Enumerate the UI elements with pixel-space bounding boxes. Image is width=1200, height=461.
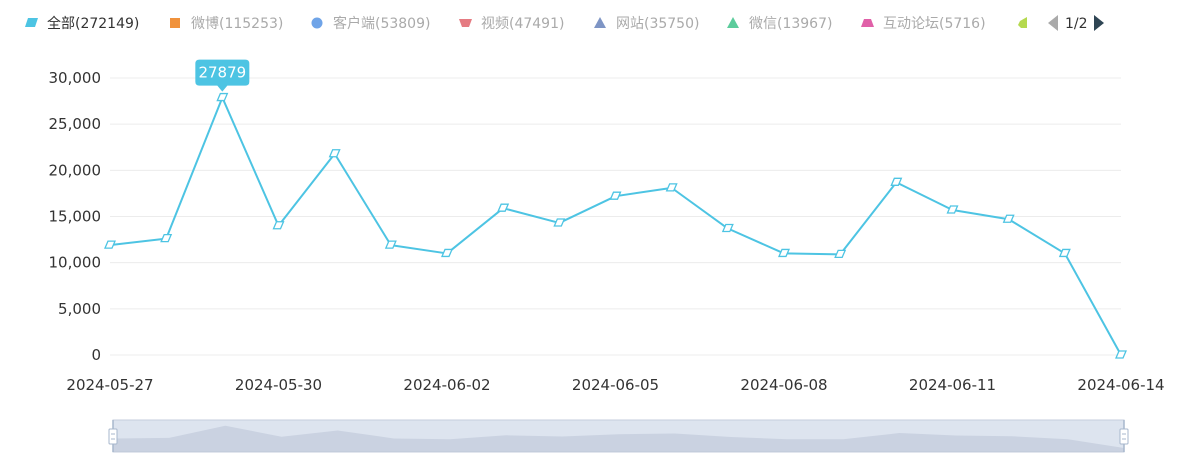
data-zoom-slider[interactable] [108,419,1129,453]
y-tick-label: 15,000 [49,208,102,226]
data-point[interactable] [778,248,790,258]
legend-marker-trapezoid-up [861,19,874,27]
data-point[interactable] [441,248,453,258]
data-point[interactable] [104,240,116,249]
legend-marker-pentagon [1018,17,1027,28]
legend-label: 全部(272149) [47,15,139,32]
y-tick-label: 30,000 [49,69,102,87]
legend-item-3[interactable]: 视频(47491) [459,16,564,32]
data-point[interactable] [721,223,734,233]
x-tick-label: 2024-06-05 [572,376,659,394]
tooltip: 27879 [195,59,250,92]
legend-label: 微信(13967) [749,16,832,32]
plot-area [104,92,1127,359]
data-point[interactable] [946,205,959,214]
series-line [109,96,1122,356]
legend: 全部(272149) 微博(115253) 客户端(53809) 视频(47491) 网… [25,15,1104,32]
legend-item-6[interactable]: 互动论坛(5716) [861,16,986,32]
x-tick-label: 2024-06-02 [403,376,490,394]
data-point[interactable] [609,191,622,200]
legend-label: 微博(115253) [191,15,283,32]
data-point[interactable] [553,218,566,227]
x-tick-label: 2024-06-14 [1077,376,1164,394]
legend-item-4[interactable]: 网站(35750) [594,16,699,32]
data-point[interactable] [272,221,285,230]
legend-marker-trapezoid-down [459,19,472,27]
zoom-preview-area [113,425,1124,452]
x-tick-label: 2024-05-27 [66,376,153,394]
pager-text: 1/2 [1065,16,1088,32]
x-axis: 2024-05-27 2024-05-30 2024-06-02 2024-06-05… [66,376,1164,394]
legend-marker-parallelogram [25,18,38,27]
data-point[interactable] [665,183,678,192]
data-point[interactable] [216,92,229,102]
legend-label: 客户端(53809) [333,15,430,32]
data-point[interactable] [497,203,510,212]
data-point[interactable] [160,234,173,243]
grid-lines [110,77,1121,356]
y-axis: 0 5,000 10,000 15,000 20,000 25,000 30,000 [49,69,102,364]
pager-next-icon[interactable] [1094,15,1104,31]
legend-marker-triangle [727,17,739,28]
legend-marker-square [170,18,180,28]
legend-label: 网站(35750) [616,16,699,32]
legend-marker-circle [311,17,323,29]
data-point[interactable] [834,249,847,259]
zoom-handle-right[interactable] [1119,420,1129,452]
x-tick-label: 2024-06-11 [909,376,996,394]
data-point[interactable] [1115,350,1127,359]
zoom-handle-left[interactable] [108,420,118,452]
y-tick-label: 20,000 [49,161,102,179]
legend-item-2[interactable]: 客户端(53809) [311,15,431,32]
data-point[interactable] [384,240,397,249]
data-point[interactable] [890,177,903,186]
legend-label: 视频(47491) [481,16,564,32]
tooltip-text: 27879 [198,64,246,82]
legend-pager: 1/2 [1048,15,1104,32]
legend-marker-triangle [594,17,606,28]
data-point[interactable] [1058,248,1071,258]
legend-item-5[interactable]: 微信(13967) [727,16,832,32]
data-point[interactable] [328,149,341,158]
y-tick-label: 5,000 [58,300,101,318]
y-tick-label: 25,000 [49,115,102,133]
legend-item-1[interactable]: 微博(115253) [170,15,283,32]
x-tick-label: 2024-05-30 [235,376,322,394]
data-point[interactable] [1002,214,1015,223]
y-tick-label: 0 [91,346,101,364]
legend-item-7[interactable] [1018,17,1027,28]
tooltip-box [195,59,250,92]
x-tick-label: 2024-06-08 [740,376,827,394]
legend-label: 互动论坛(5716) [883,16,986,32]
pager-prev-icon[interactable] [1048,15,1058,31]
y-tick-label: 10,000 [49,254,102,272]
legend-item-0[interactable]: 全部(272149) [25,15,139,32]
